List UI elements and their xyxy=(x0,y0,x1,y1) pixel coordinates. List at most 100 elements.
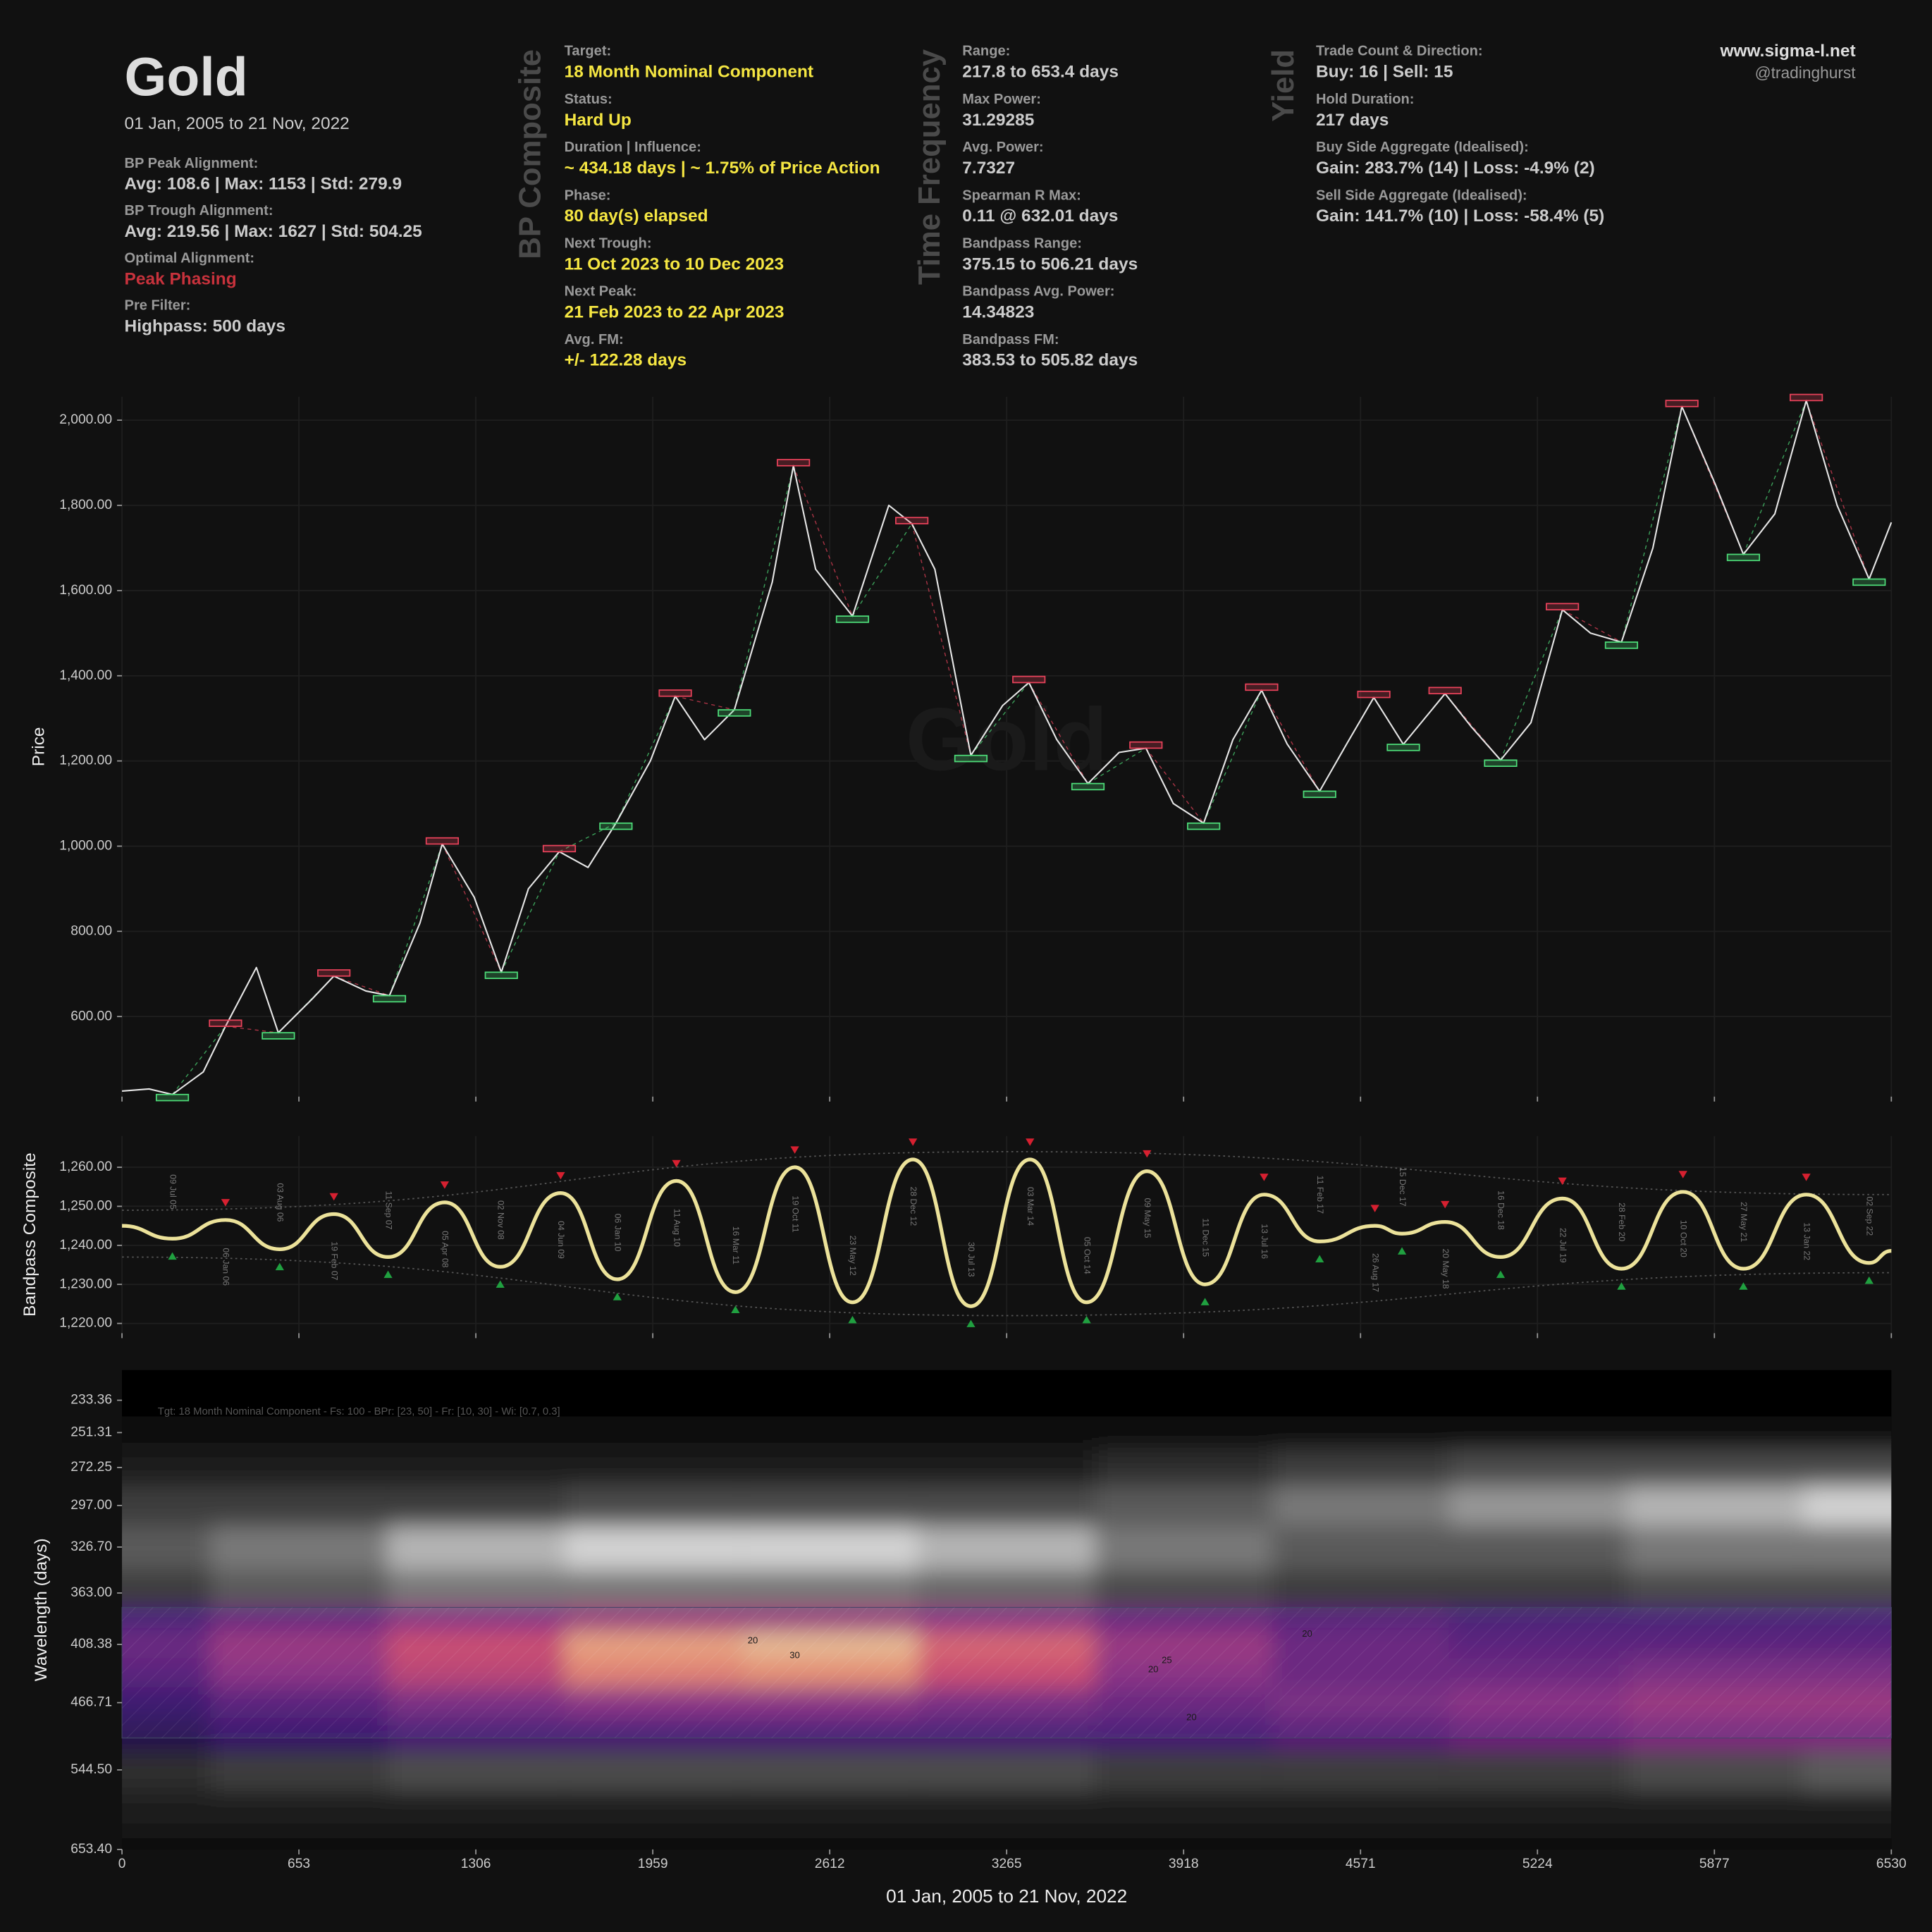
swing-connector xyxy=(441,844,502,973)
trough-box xyxy=(1484,759,1518,767)
peak-marker xyxy=(1370,1205,1379,1212)
y-tick-label: 1,600.00 xyxy=(59,583,112,598)
contour-label: 20 xyxy=(1148,1664,1159,1675)
heatmap-cell xyxy=(1625,1831,1803,1850)
heatmap-cell xyxy=(1448,1570,1626,1606)
y-tick-label: 1,220.00 xyxy=(59,1316,112,1331)
heatmap-cell xyxy=(122,1486,211,1527)
swing-connector xyxy=(970,682,1030,756)
trough-box xyxy=(155,1093,190,1102)
peak-box xyxy=(1546,603,1580,610)
y-tick-label: 1,260.00 xyxy=(59,1159,112,1174)
field-label: Range: xyxy=(962,44,1010,59)
heatmap-cell xyxy=(564,1526,742,1570)
swing-connector xyxy=(1500,609,1563,761)
field-value: 31.29285 xyxy=(962,111,1034,130)
turn-date-label: 28 Dec 12 xyxy=(909,1187,918,1226)
heatmap-cell xyxy=(1625,1370,1803,1417)
heatmap-cell xyxy=(1272,1450,1449,1487)
y-tick-label: 233.36 xyxy=(70,1393,112,1408)
heatmap-cell xyxy=(1272,1370,1449,1417)
trough-box xyxy=(835,615,870,623)
heatmap-cell xyxy=(1625,1416,1803,1451)
swing-connector xyxy=(225,1026,278,1033)
heatmap-cell xyxy=(1095,1450,1272,1487)
field-label: Spearman R Max: xyxy=(962,187,1081,203)
swing-connector xyxy=(675,696,735,710)
peak-marker xyxy=(1558,1177,1567,1186)
annotation: Tgt: 18 Month Nominal Component - Fs: 10… xyxy=(158,1406,560,1417)
contour-label: 20 xyxy=(1302,1628,1312,1639)
heatmap-cell xyxy=(122,1526,211,1570)
heatmap-cell xyxy=(122,1831,211,1850)
y-tick-label: 1,200.00 xyxy=(59,753,112,768)
field-value: +/- 122.28 days xyxy=(565,351,687,370)
swing-connector xyxy=(1145,748,1205,824)
field-label: Max Power: xyxy=(962,92,1041,107)
heatmap-cell xyxy=(1272,1486,1449,1527)
peak-marker xyxy=(909,1138,918,1146)
peak-marker xyxy=(1802,1174,1811,1181)
field-label: Target: xyxy=(565,44,612,59)
field-value: Avg: 219.56 | Max: 1627 | Std: 504.25 xyxy=(125,222,422,241)
turn-date-label: 19 Oct 11 xyxy=(790,1195,800,1232)
heatmap-cell xyxy=(1272,1526,1449,1570)
heatmap-cell xyxy=(918,1831,1095,1850)
swing-connector xyxy=(792,465,854,617)
heatmap-cell xyxy=(1095,1416,1272,1451)
turn-date-label: 23 May 12 xyxy=(848,1236,858,1276)
peak-box xyxy=(895,517,929,524)
turn-date-label: 28 Feb 20 xyxy=(1617,1202,1627,1241)
heatmap-cell xyxy=(210,1370,388,1417)
trough-marker xyxy=(731,1305,740,1313)
heatmap-cell xyxy=(741,1570,918,1606)
column-heading: BP Composite xyxy=(513,49,548,259)
swing-connector xyxy=(333,976,390,997)
heatmap-cell xyxy=(1448,1416,1626,1451)
peak-box xyxy=(1245,683,1279,691)
heatmap-cell xyxy=(1095,1751,1272,1792)
contour-label: 30 xyxy=(789,1649,800,1660)
heatmap-cell xyxy=(1802,1370,1892,1417)
heatmap-cell xyxy=(1625,1526,1803,1570)
turn-date-label: 15 Dec 17 xyxy=(1398,1167,1408,1207)
heatmap-cell xyxy=(210,1751,388,1792)
turn-date-label: 19 Feb 07 xyxy=(329,1241,339,1280)
title: Gold xyxy=(125,47,248,108)
heatmap-cell xyxy=(1802,1570,1892,1606)
peak-box xyxy=(209,1019,242,1027)
heatmap-cell xyxy=(1272,1791,1449,1831)
subtitle: 01 Jan, 2005 to 21 Nov, 2022 xyxy=(125,114,350,133)
field-label: Bandpass Avg. Power: xyxy=(962,284,1114,300)
turn-date-label: 03 Aug 06 xyxy=(276,1183,285,1222)
heatmap-cell xyxy=(918,1751,1095,1792)
turn-date-label: 26 Aug 17 xyxy=(1370,1253,1380,1292)
y-tick-label: 1,400.00 xyxy=(59,668,112,683)
y-tick-label: 363.00 xyxy=(70,1585,112,1600)
swing-connector xyxy=(1261,689,1320,792)
heatmap-cell xyxy=(1095,1831,1272,1850)
peak-box xyxy=(317,969,351,977)
heatmap-cell xyxy=(1625,1570,1803,1606)
field-label: BP Trough Alignment: xyxy=(125,203,273,219)
swing-connector xyxy=(500,851,560,973)
y-tick-label: 1,000.00 xyxy=(59,839,112,854)
heatmap-cell xyxy=(564,1450,742,1487)
trough-box xyxy=(1187,822,1221,830)
heatmap-cell xyxy=(1625,1486,1803,1527)
trough-marker xyxy=(1739,1282,1748,1290)
heatmap-cell xyxy=(564,1751,742,1792)
heatmap-cell xyxy=(918,1526,1095,1570)
turn-date-label: 13 Jan 22 xyxy=(1802,1222,1811,1260)
turn-date-label: 02 Sep 22 xyxy=(1865,1196,1875,1236)
field-value: Peak Phasing xyxy=(125,269,237,288)
peak-box xyxy=(777,459,811,467)
y-tick-label: 1,230.00 xyxy=(59,1276,112,1291)
handle: @tradinghurst xyxy=(1755,63,1857,82)
heatmap-cell xyxy=(387,1370,565,1417)
trough-box xyxy=(1852,578,1886,586)
heatmap-cell xyxy=(1625,1751,1803,1792)
field-value: 375.15 to 506.21 days xyxy=(962,254,1138,273)
heatmap-cell xyxy=(1448,1831,1626,1850)
trough-marker xyxy=(848,1315,857,1324)
